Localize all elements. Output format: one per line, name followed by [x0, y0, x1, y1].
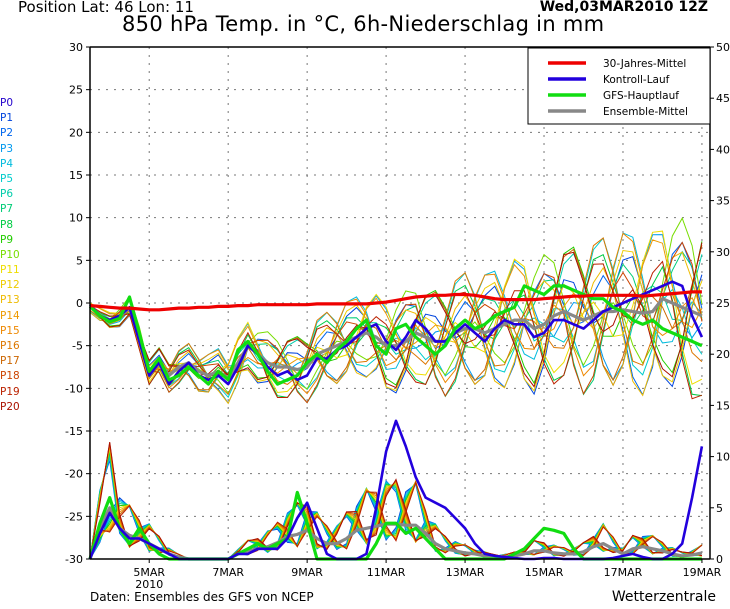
series-kontroll-lauf — [89, 280, 704, 386]
member-temp-line-p16 — [89, 237, 703, 396]
position-label: Position Lat: 46 Lon: 11 — [18, 0, 194, 16]
x-tick-label: 11MAR — [367, 566, 406, 579]
member-precip-line-p12 — [89, 447, 702, 560]
y-tick-label-right: 10 — [716, 451, 730, 464]
member-legend: P0 P1 P2 P3 P4 P5 P6 P7 P8 P9 P10 P11 P12 P13 P14 P15 P1… — [0, 96, 40, 415]
y-tick-label-left: 15 — [69, 169, 83, 182]
y-tick-label-right: 30 — [716, 246, 730, 259]
series-gfs-hauptlauf — [88, 284, 703, 386]
legend-label-gfs-hauptlauf: GFS-Hauptlauf — [603, 90, 679, 102]
y-tick-label-left: 30 — [69, 41, 83, 54]
member-label-p1: P1 — [0, 112, 14, 125]
member-temp-line-p17 — [89, 245, 703, 391]
member-precip-line-p4 — [89, 457, 702, 560]
member-label-p19: P19 — [0, 385, 20, 398]
x-tick-label: 15MAR — [525, 566, 564, 579]
member-precip-line-p6 — [89, 454, 702, 560]
member-label-p4: P4 — [0, 157, 14, 170]
member-label-p13: P13 — [0, 294, 20, 307]
y-tick-label-right: 50 — [716, 41, 730, 54]
member-precip-line-p16 — [89, 444, 703, 560]
member-label-p7: P7 — [0, 203, 14, 216]
y-tick-label-left: 5 — [76, 254, 83, 267]
member-label-p5: P5 — [0, 172, 14, 185]
y-tick-label-right: 0 — [716, 553, 723, 566]
member-temp-line-p19 — [89, 260, 703, 400]
y-tick-label-left: 25 — [69, 84, 83, 97]
member-precip-line-p18 — [89, 442, 703, 560]
y-tick-label-left: -20 — [65, 468, 83, 481]
y-tick-label-left: 0 — [76, 297, 83, 310]
member-label-p17: P17 — [0, 355, 20, 368]
member-label-p16: P16 — [0, 340, 20, 352]
member-label-p2: P2 — [0, 127, 14, 140]
member-label-p20: P20 — [0, 400, 20, 413]
legend-label-ensemble-mittel: Ensemble-Mittel — [603, 106, 688, 118]
chart-title: 850 hPa Temp. in °C, 6h-Niederschlag in … — [122, 12, 605, 36]
y-tick-label-left: 20 — [69, 126, 83, 139]
x-tick-label: 5MAR — [133, 566, 165, 579]
x-tick-label: 19MAR — [683, 566, 722, 579]
member-temp-line-p2 — [89, 241, 703, 405]
member-label-p3: P3 — [0, 142, 14, 155]
brand-label: Wetterzentrale — [611, 589, 716, 605]
y-tick-label-left: -15 — [65, 425, 83, 438]
x-tick-label: 7MAR — [212, 566, 244, 579]
y-tick-label-left: -5 — [72, 340, 83, 353]
x-tick-year: 2010 — [135, 578, 163, 591]
y-tick-label-right: 40 — [716, 143, 730, 156]
x-tick-label: 17MAR — [604, 566, 643, 579]
member-label-p9: P9 — [0, 233, 14, 246]
member-precip-line-p10 — [89, 449, 702, 560]
y-tick-label-left: -10 — [65, 382, 83, 395]
y-tick-label-right: 25 — [716, 297, 730, 310]
member-label-p10: P10 — [0, 248, 20, 261]
x-tick-label: 9MAR — [291, 566, 323, 579]
member-label-p15: P15 — [0, 324, 20, 337]
y-tick-label-left: 10 — [69, 212, 83, 225]
run-date: Wed,03MAR2010 12Z — [539, 0, 708, 15]
member-label-p6: P6 — [0, 188, 14, 201]
series-30-jahres-mittel — [89, 290, 702, 312]
member-label-p0: P0 — [0, 97, 14, 109]
member-label-p18: P18 — [0, 370, 20, 383]
member-precip-line-p2 — [89, 460, 702, 560]
member-label-p8: P8 — [0, 218, 14, 231]
y-tick-label-right: 15 — [716, 399, 730, 412]
member-label-p12: P12 — [0, 279, 20, 292]
member-label-p11: P11 — [0, 264, 20, 277]
data-source: Daten: Ensembles des GFS von NCEP — [90, 590, 314, 604]
legend-label-30-jahres-mittel: 30-Jahres-Mittel — [603, 58, 686, 70]
y-tick-label-right: 45 — [716, 92, 730, 105]
y-tick-label-left: -30 — [65, 553, 83, 566]
y-tick-label-right: 20 — [716, 348, 730, 361]
member-label-p14: P14 — [0, 309, 20, 322]
y-tick-label-left: -25 — [65, 510, 83, 523]
member-precip-line-p8 — [89, 451, 702, 560]
x-tick-label: 13MAR — [446, 566, 485, 579]
y-tick-label-right: 5 — [716, 502, 723, 515]
legend-label-kontroll-lauf: Kontroll-Lauf — [603, 74, 670, 86]
y-tick-label-right: 35 — [716, 195, 730, 208]
member-precip-line-p14 — [89, 445, 703, 560]
